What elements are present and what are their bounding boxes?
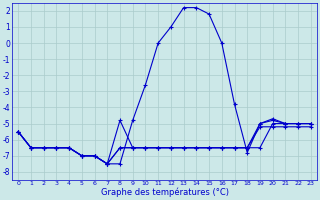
X-axis label: Graphe des températures (°C): Graphe des températures (°C) — [100, 188, 228, 197]
